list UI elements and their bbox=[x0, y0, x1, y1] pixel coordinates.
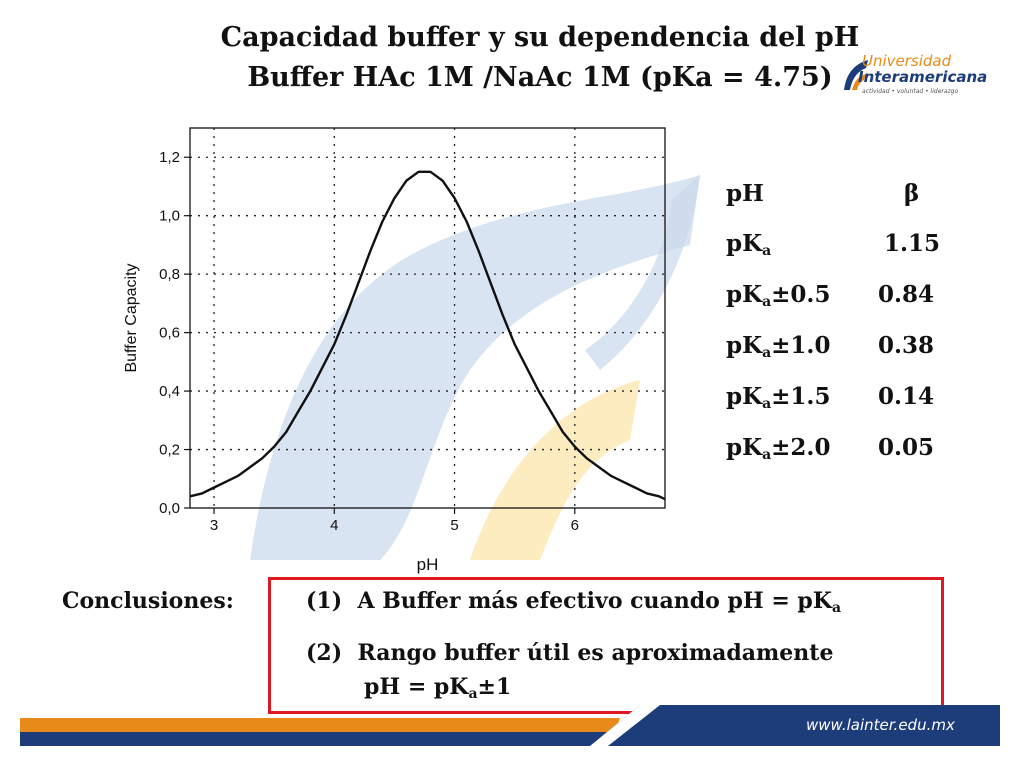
table-row-label: pKa±1.5 bbox=[726, 383, 831, 412]
x-axis-label: pH bbox=[417, 555, 439, 574]
university-logo: Universidad Interamericana actividad • v… bbox=[840, 44, 1000, 114]
table-row-label: pKa±2.0 bbox=[726, 434, 831, 463]
table-row-value: 0.14 bbox=[878, 383, 935, 410]
watermark-blue-tail bbox=[585, 175, 700, 370]
table-row: pKa±2.0 0.05 bbox=[726, 434, 966, 464]
table-row-value: 0.05 bbox=[878, 434, 935, 461]
table-row-label: pKa±1.0 bbox=[726, 332, 831, 361]
watermark-blue-shape bbox=[250, 175, 700, 560]
footer-bands bbox=[20, 705, 1000, 746]
x-tick-label: 6 bbox=[571, 517, 579, 534]
table-row: pKa±0.5 0.84 bbox=[726, 281, 966, 311]
table-row-value: 1.15 bbox=[884, 230, 941, 257]
x-tick-label: 5 bbox=[450, 517, 458, 534]
table-header-ph: pH bbox=[726, 180, 764, 207]
table-row-label: pKa±0.5 bbox=[726, 281, 831, 310]
logo-tagline: actividad • voluntad • liderazgo bbox=[862, 88, 959, 95]
x-tick-label: 3 bbox=[210, 517, 218, 534]
table-row: pKa±1.5 0.14 bbox=[726, 383, 966, 413]
conclusion-item-2: (2) Rango buffer útil es aproximadamente bbox=[306, 640, 834, 666]
footer-url[interactable]: www.lainter.edu.mx bbox=[806, 716, 955, 734]
table-row: pKa±1.0 0.38 bbox=[726, 332, 966, 362]
y-tick-label: 1,2 bbox=[159, 149, 180, 166]
watermark-yellow-shape bbox=[470, 380, 640, 560]
y-tick-label: 0,0 bbox=[159, 500, 180, 517]
conclusions-box bbox=[268, 577, 944, 714]
plot-frame bbox=[189, 127, 666, 509]
footer-url-band bbox=[590, 705, 1000, 746]
table-header-row: pH β bbox=[726, 180, 966, 210]
buffer-capacity-line bbox=[189, 170, 666, 501]
conclusion-item-1: (1) A Buffer más efectivo cuando pH = pK… bbox=[306, 588, 842, 616]
logo-line1: Universidad bbox=[862, 52, 952, 70]
slide-title-line2: Buffer HAc 1M /NaAc 1M (pKa = 4.75) bbox=[247, 62, 833, 93]
y-tick-label: 1,0 bbox=[159, 208, 180, 225]
footer-orange-band bbox=[20, 718, 620, 732]
y-axis-label: Buffer Capacity bbox=[123, 263, 140, 372]
conclusions-label: Conclusiones: bbox=[62, 588, 234, 614]
y-tick-label: 0,4 bbox=[159, 383, 180, 400]
logo-swoosh-icon bbox=[844, 60, 868, 90]
table-row-value: 0.38 bbox=[878, 332, 935, 359]
y-tick-label: 0,6 bbox=[159, 325, 180, 342]
y-tick-label: 0,8 bbox=[159, 266, 180, 283]
y-tick-label: 0,2 bbox=[159, 442, 180, 459]
slide-title-line1: Capacidad buffer y su dependencia del pH bbox=[220, 22, 860, 53]
x-tick-label: 4 bbox=[330, 517, 338, 534]
table-row: pKa 1.15 bbox=[726, 230, 966, 260]
logo-line2: Interamericana bbox=[858, 68, 988, 86]
table-row-value: 0.84 bbox=[878, 281, 935, 308]
footer-blue-band bbox=[20, 732, 608, 746]
buffer-capacity-chart: 3 4 5 6 0,0 0,2 0,4 0,6 0,8 1,0 1,2 pH Buffer Capaci… bbox=[123, 127, 666, 574]
table-header-beta: β bbox=[904, 180, 920, 207]
table-row-label: pKa bbox=[726, 230, 772, 259]
conclusion-item-2-line2: pH = pKa±1 bbox=[364, 674, 512, 702]
